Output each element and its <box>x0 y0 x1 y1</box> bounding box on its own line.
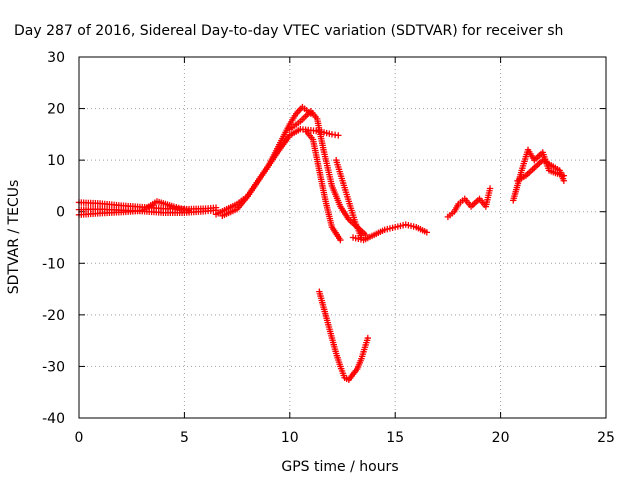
data-point <box>560 177 568 184</box>
x-tick-labels: 0 5 10 15 20 25 <box>75 430 615 446</box>
chart-title: Day 287 of 2016, Sidereal Day-to-day VTE… <box>14 23 563 39</box>
y-tick-labels: -40 -30 -20 -10 0 10 20 30 <box>42 50 65 427</box>
x-tick-label: 10 <box>281 430 299 446</box>
y-tick-label: -40 <box>42 411 65 427</box>
x-tick-label: 5 <box>180 430 189 446</box>
y-axis-label: SDTVAR / TECUs <box>6 180 22 295</box>
grid-lines <box>79 57 606 418</box>
x-tick-label: 0 <box>75 430 84 446</box>
plot-frame <box>78 56 607 419</box>
data-point <box>423 229 431 236</box>
y-tick-label: -10 <box>42 256 65 272</box>
y-tick-label: 0 <box>56 205 65 221</box>
y-tick-label: -30 <box>42 359 65 375</box>
x-axis-label: GPS time / hours <box>281 459 398 475</box>
data-point <box>185 207 192 214</box>
x-tick-label: 25 <box>597 430 615 446</box>
data-point <box>364 334 371 342</box>
data-point <box>486 185 494 192</box>
y-tick-label: 30 <box>47 50 65 66</box>
data-point <box>337 236 344 244</box>
x-tick-label: 15 <box>386 430 404 446</box>
y-tick-label: 10 <box>47 153 65 169</box>
data-point <box>335 132 342 139</box>
x-tick-label: 20 <box>492 430 510 446</box>
data-points <box>75 103 568 384</box>
y-tick-label: 20 <box>47 102 65 118</box>
y-tick-label: -20 <box>42 308 65 324</box>
